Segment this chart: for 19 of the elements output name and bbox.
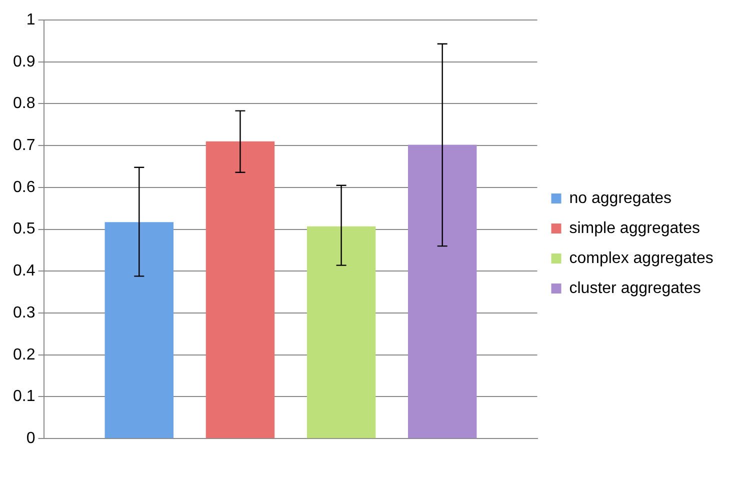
bar	[206, 141, 275, 438]
legend-label: no aggregates	[569, 190, 672, 207]
y-tick-label: 0.5	[12, 220, 36, 238]
y-tick-label: 0.6	[12, 178, 36, 196]
y-tick-label: 0.4	[12, 262, 36, 280]
bar	[306, 226, 376, 438]
y-tick-label: 0.3	[12, 304, 36, 322]
legend-label: simple aggregates	[569, 220, 700, 237]
y-tick-label: 0.9	[12, 53, 36, 70]
y-tick-label: 0	[26, 430, 36, 448]
y-tick-label: 0.8	[12, 95, 36, 112]
y-tick-label: 0.2	[12, 346, 36, 364]
y-tick-label: 0.1	[12, 388, 36, 406]
y-tick-label: 0.7	[12, 136, 36, 154]
legend-label: complex aggregates	[569, 250, 714, 267]
bar	[408, 144, 477, 438]
legend-label: cluster aggregates	[569, 280, 701, 297]
bar	[104, 222, 174, 438]
y-tick-label: 1	[26, 11, 36, 28]
